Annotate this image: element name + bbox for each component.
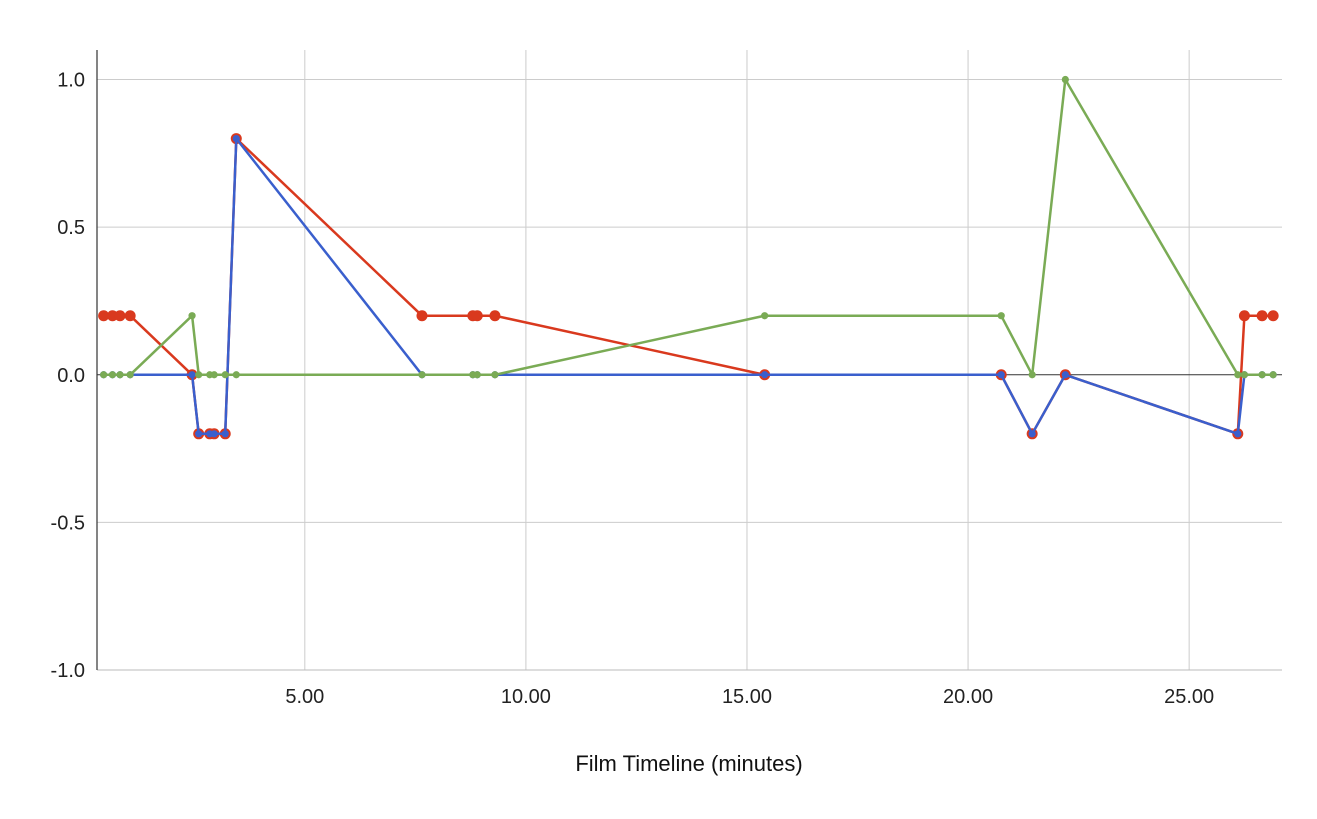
data-point bbox=[418, 371, 426, 379]
data-point bbox=[761, 371, 769, 379]
data-point bbox=[1028, 371, 1036, 379]
x-tick-label: 25.00 bbox=[1164, 686, 1214, 708]
data-point bbox=[210, 371, 218, 379]
x-tick-label: 5.00 bbox=[285, 686, 324, 708]
data-point bbox=[1258, 371, 1266, 379]
x-tick-label: 10.00 bbox=[501, 686, 551, 708]
data-point bbox=[1240, 371, 1249, 379]
data-point bbox=[1028, 430, 1036, 438]
data-point bbox=[1256, 310, 1268, 322]
data-point bbox=[106, 310, 118, 322]
data-point bbox=[1061, 371, 1069, 379]
data-point bbox=[1061, 75, 1069, 84]
axes bbox=[96, 50, 1282, 671]
series-line bbox=[102, 137, 1275, 436]
data-point bbox=[1267, 310, 1279, 322]
data-point bbox=[232, 371, 240, 379]
y-tick-label: 0.0 bbox=[57, 365, 85, 387]
data-point bbox=[124, 310, 136, 322]
data-point bbox=[100, 371, 108, 379]
series-2 bbox=[100, 134, 1277, 438]
grid-lines bbox=[97, 50, 1282, 670]
data-point bbox=[108, 371, 117, 379]
x-tick-label: 15.00 bbox=[722, 686, 772, 708]
data-point bbox=[98, 310, 110, 322]
data-point bbox=[195, 430, 203, 438]
data-point bbox=[1234, 371, 1242, 379]
x-tick-label: 20.00 bbox=[943, 686, 993, 708]
data-point bbox=[761, 312, 769, 320]
data-point bbox=[489, 310, 501, 322]
data-point bbox=[210, 430, 218, 438]
series-3 bbox=[100, 75, 1277, 379]
data-point bbox=[471, 310, 483, 322]
data-point bbox=[126, 371, 134, 379]
y-tick-label: -0.5 bbox=[51, 512, 85, 534]
data-point bbox=[188, 371, 196, 379]
data-point bbox=[188, 312, 196, 320]
data-point bbox=[116, 371, 124, 379]
data-point bbox=[1234, 430, 1242, 438]
data-point bbox=[195, 371, 203, 379]
data-point bbox=[114, 310, 126, 322]
data-point bbox=[221, 371, 229, 379]
y-tick-label: -1.0 bbox=[51, 660, 85, 682]
data-point bbox=[491, 371, 499, 379]
series-line bbox=[102, 137, 1275, 436]
data-point bbox=[473, 371, 481, 379]
series-1 bbox=[98, 133, 1279, 440]
series-group bbox=[98, 75, 1279, 440]
data-point bbox=[232, 134, 240, 143]
y-tick-label: 1.0 bbox=[57, 70, 85, 92]
data-point bbox=[1269, 371, 1277, 379]
data-point bbox=[221, 430, 229, 438]
data-point bbox=[1238, 310, 1250, 322]
series-line bbox=[102, 78, 1275, 377]
data-point bbox=[997, 312, 1005, 320]
y-tick-label: 0.5 bbox=[57, 217, 85, 239]
data-point bbox=[416, 310, 428, 322]
tick-labels: 1.0 0.5 0.0 -0.5 -1.0 5.00 10.00 15.00 20.00 25.0… bbox=[51, 70, 1215, 708]
data-point bbox=[997, 371, 1005, 379]
x-axis-label: Film Timeline (minutes) bbox=[575, 751, 802, 776]
